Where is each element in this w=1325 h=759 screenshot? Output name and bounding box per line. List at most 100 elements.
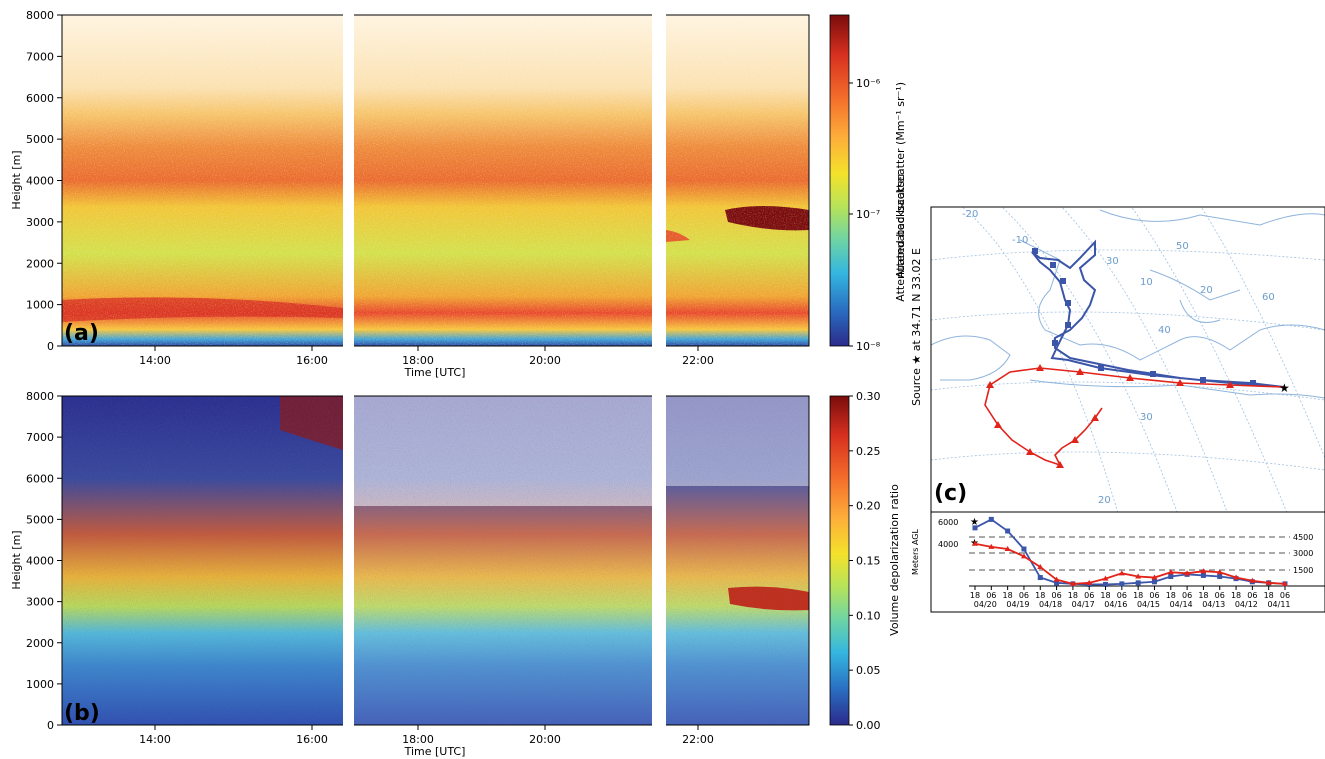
a-y-tick-label: 7000	[26, 50, 54, 63]
profile-x-hour: 18	[1231, 591, 1241, 600]
profile-point	[1265, 579, 1272, 585]
a-x-tick-label: 20:00	[529, 354, 561, 367]
b-cb-tick-label: 0.20	[856, 500, 881, 513]
profile-point	[1282, 580, 1288, 586]
profile-x-hour: 18	[970, 591, 980, 600]
panel-b-x-ticks: 14:00 16:00 18:00 20:00 22:00	[139, 725, 714, 746]
profile-point	[1184, 570, 1191, 576]
profile-point	[1004, 546, 1011, 551]
profile-point	[1233, 574, 1240, 580]
map-label-9: 30	[1106, 256, 1119, 267]
profile-x-hour: 06	[1247, 591, 1257, 600]
profile-point	[1037, 575, 1043, 581]
profile-point	[1167, 569, 1174, 575]
profile-x-hour: 18	[1133, 591, 1143, 600]
profile-x-ticks: 18 06 18 06 18 06 18 06 18 06 18 06 18 06 18 06 18 06 18 06…	[970, 586, 1291, 609]
profile-point	[1005, 528, 1011, 534]
profile-x-date: 04/19	[1006, 600, 1029, 609]
a-y-tick-label: 2000	[26, 257, 54, 270]
red-trajectory-markers	[986, 364, 1234, 468]
panel-c-side-label-1: Source ★ at 34.71 N 33.02 E	[910, 248, 923, 406]
map-label-3: 10	[1140, 277, 1153, 288]
b-y-tick-label: 1000	[26, 678, 54, 691]
panel-a-y-ticks: 0 1000 2000 3000 4000 5000 6000 7000 8000	[26, 9, 62, 353]
a-y-tick-label: 4000	[26, 175, 54, 188]
profile-x-date: 04/16	[1104, 600, 1127, 609]
panel-a-label: (a)	[64, 321, 99, 346]
b-cb-tick-label: 0.25	[856, 445, 881, 458]
profile-x-hour: 18	[1166, 591, 1176, 600]
level-4500: 4500	[1293, 533, 1313, 542]
b-y-tick-label: 7000	[26, 431, 54, 444]
profile-x-hour: 06	[1084, 591, 1094, 600]
profile-point	[1135, 580, 1141, 586]
profile-point	[1103, 581, 1109, 587]
profile-point	[1021, 546, 1027, 552]
profile-x-date: 04/12	[1235, 600, 1258, 609]
panel-b-colorbar-label: Volume depolarization ratio	[888, 484, 901, 636]
panel-a-colorbar-ticks: 10⁻⁶ 10⁻⁷ 10⁻⁸	[849, 77, 881, 353]
profile-x-date: 04/11	[1267, 600, 1290, 609]
a-x-tick-label: 16:00	[296, 354, 328, 367]
profile-point	[1216, 569, 1223, 575]
b-x-tick-label: 22:00	[682, 733, 714, 746]
map-label-2: -10	[1012, 235, 1028, 246]
profile-star-blue-icon: ★	[970, 517, 979, 528]
b-y-tick-label: 8000	[26, 390, 54, 403]
profile-x-hour: 06	[1019, 591, 1029, 600]
profile-x-date: 04/17	[1072, 600, 1095, 609]
y-tick-6000: 6000	[938, 518, 958, 527]
profile-x-hour: 06	[1149, 591, 1159, 600]
height-profile: 4500 3000 1500 6000 4000 Meters AGL ★ ★ …	[911, 511, 1325, 613]
map-label-7: 50	[1176, 241, 1189, 252]
b-x-tick-label: 20:00	[529, 733, 561, 746]
profile-x-hour: 18	[1068, 591, 1078, 600]
profile-x-date: 04/18	[1039, 600, 1062, 609]
b-y-tick-label: 5000	[26, 513, 54, 526]
panel-c-side-label-2: Attenuated backscatter	[894, 172, 907, 302]
profile-x-date: 04/14	[1170, 600, 1193, 609]
profile-point	[1200, 572, 1206, 578]
a-x-tick-label: 14:00	[139, 354, 171, 367]
a-y-tick-label: 3000	[26, 216, 54, 229]
b-y-tick-label: 4000	[26, 555, 54, 568]
panel-b-colorbar-ticks: 0.30 0.25 0.20 0.15 0.10 0.05 0.00	[849, 390, 881, 732]
b-cb-tick-label: 0.15	[856, 555, 881, 568]
profile-point	[988, 516, 994, 522]
a-cb-tick-label: 10⁻⁶	[856, 77, 881, 90]
profile-x-hour: 18	[1100, 591, 1110, 600]
b-x-tick-label: 14:00	[139, 733, 171, 746]
panel-b-xlabel: Time [UTC]	[404, 745, 466, 758]
map-label-6: 40	[1158, 325, 1171, 336]
panel-c-label: (c)	[934, 481, 967, 506]
b-y-tick-label: 3000	[26, 596, 54, 609]
profile-point	[1151, 579, 1157, 585]
profile-point	[1102, 575, 1109, 581]
a-x-tick-label: 22:00	[682, 354, 714, 367]
panel-a-image	[62, 15, 809, 346]
b-cb-tick-label: 0.05	[856, 664, 881, 677]
b-cb-tick-label: 0.30	[856, 390, 881, 403]
profile-point	[1249, 577, 1256, 583]
map-label-4: 20	[1200, 285, 1213, 296]
panel-b-label: (b)	[64, 701, 100, 726]
source-star-icon: ★	[1279, 381, 1290, 395]
a-y-tick-label: 0	[47, 340, 54, 353]
level-3000: 3000	[1293, 549, 1313, 558]
profile-x-hour: 06	[1182, 591, 1192, 600]
map-label-1: -20	[962, 209, 978, 220]
b-y-tick-label: 0	[47, 719, 54, 732]
a-x-tick-label: 18:00	[402, 354, 434, 367]
b-y-tick-label: 6000	[26, 472, 54, 485]
a-cb-tick-label: 10⁻⁸	[856, 340, 881, 353]
panel-b-ylabel: Height [m]	[10, 530, 23, 589]
profile-point	[972, 540, 978, 546]
profile-x-hour: 06	[1280, 591, 1290, 600]
profile-point	[1151, 574, 1158, 580]
panel-b-colorbar	[829, 395, 850, 726]
profile-x-date: 04/13	[1202, 600, 1225, 609]
map-label-8: 60	[1262, 292, 1275, 303]
b-x-tick-label: 18:00	[402, 733, 434, 746]
profile-point	[1119, 581, 1125, 587]
